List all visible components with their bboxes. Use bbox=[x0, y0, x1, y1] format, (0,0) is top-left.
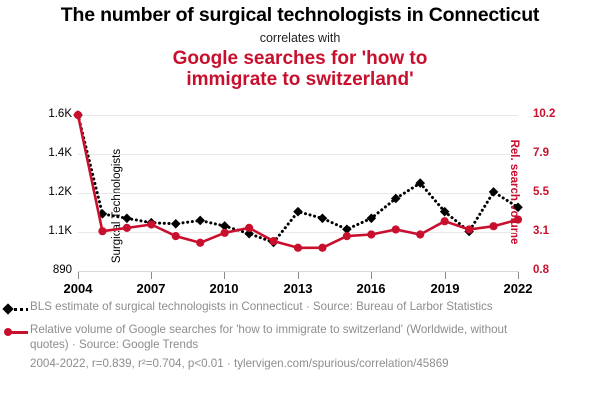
right-axis-tick-label: 5.5 bbox=[533, 186, 549, 198]
title-connector: correlates with bbox=[259, 31, 341, 45]
legend-item-google: Relative volume of Google searches for '… bbox=[4, 323, 596, 352]
x-axis-tick-label: 2013 bbox=[283, 281, 313, 296]
gridline bbox=[78, 193, 518, 194]
subtitle-line-2: immigrate to switzerland' bbox=[186, 69, 414, 90]
x-axis-tick-label: 2019 bbox=[430, 281, 460, 296]
diamond-marker-icon bbox=[2, 302, 14, 315]
x-axis-tick-label: 2010 bbox=[209, 281, 239, 296]
left-axis-tick-label: 1.1K bbox=[48, 225, 72, 237]
page-title: The number of surgical technologists in … bbox=[60, 4, 540, 26]
circle-marker-icon bbox=[4, 328, 12, 336]
x-axis-line bbox=[78, 271, 519, 272]
x-axis-tick bbox=[151, 272, 152, 279]
x-axis-tick bbox=[78, 272, 79, 279]
gridline bbox=[78, 154, 518, 155]
gridline bbox=[78, 115, 518, 116]
x-axis-tick bbox=[445, 272, 446, 279]
legend-marker-black-dotted bbox=[2, 301, 30, 316]
left-axis-title: Surgical Technologists bbox=[111, 148, 123, 264]
x-axis-tick-label: 2022 bbox=[503, 281, 533, 296]
right-axis-tick-label: 0.8 bbox=[533, 264, 549, 276]
solid-line-icon bbox=[11, 330, 28, 334]
x-axis-tick bbox=[298, 272, 299, 279]
right-axis-tick-label: 3.1 bbox=[533, 225, 549, 237]
legend-footer-stats[interactable]: 2004-2022, r=0.839, r²=0.704, p<0.01 · t… bbox=[30, 357, 449, 370]
page-subtitle: Google searches for 'how to immigrate to… bbox=[0, 48, 600, 90]
legend-label-bls: BLS estimate of surgical technologists i… bbox=[30, 300, 493, 313]
x-axis-tick-label: 2016 bbox=[356, 281, 386, 296]
left-axis-tick-label: 1.4K bbox=[48, 147, 72, 159]
dotted-line-icon bbox=[14, 307, 28, 311]
legend: BLS estimate of surgical technologists i… bbox=[2, 300, 596, 372]
legend-label-google: Relative volume of Google searches for '… bbox=[30, 323, 508, 351]
left-axis-tick-label: 1.2K bbox=[48, 186, 72, 198]
x-axis-tick-label: 2004 bbox=[63, 281, 93, 296]
right-axis-tick-label: 7.9 bbox=[533, 147, 549, 159]
legend-marker-red-solid bbox=[4, 324, 30, 339]
x-axis-tick-label: 2007 bbox=[136, 281, 166, 296]
legend-item-bls: BLS estimate of surgical technologists i… bbox=[2, 300, 596, 316]
gridline bbox=[78, 232, 518, 233]
x-axis-tick bbox=[518, 272, 519, 279]
x-axis-tick bbox=[371, 272, 372, 279]
subtitle-line-1: Google searches for 'how to bbox=[172, 48, 428, 69]
right-axis-tick-label: 10.2 bbox=[533, 108, 556, 120]
right-axis-title: Rel. search volume bbox=[508, 139, 520, 245]
left-axis-tick-label: 1.6K bbox=[48, 108, 72, 120]
x-axis-tick bbox=[224, 272, 225, 279]
left-axis-tick-label: 890 bbox=[52, 264, 72, 276]
